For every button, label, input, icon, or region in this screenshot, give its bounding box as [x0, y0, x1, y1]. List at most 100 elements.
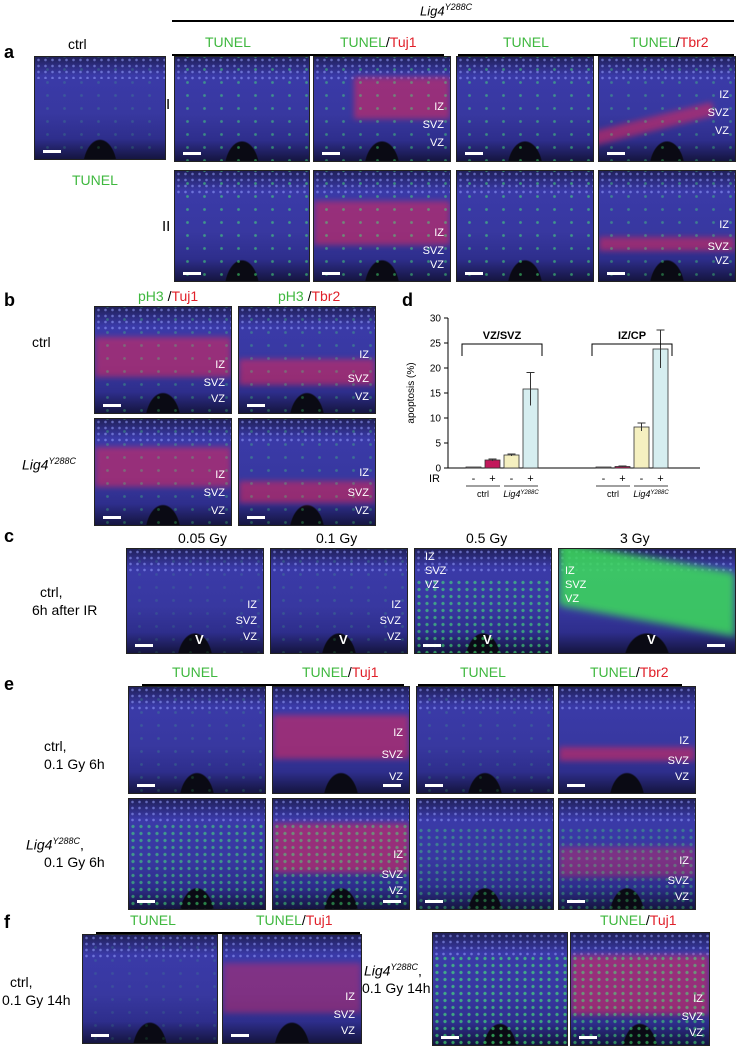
zone-svz: SVZ: [667, 875, 689, 887]
y-tick-label-4: 20: [430, 364, 442, 375]
zone-iz: IZ: [345, 991, 355, 1003]
zone-vz: VZ: [714, 255, 729, 267]
panel-e-line-right: [418, 684, 682, 686]
chart-svg: 0 5 10 15 20 25 30 apoptosis (%) - + - + VZ/SVZ ctrl L…: [406, 314, 700, 499]
zone-iz: IZ: [693, 993, 703, 1005]
genotype-title-line: [172, 20, 734, 22]
group-lig4-label-1: Lig4Y288C: [633, 489, 669, 499]
zone-iz: IZ: [391, 599, 401, 611]
panel-c-dose-2: 0.1 Gy: [316, 530, 358, 546]
panel-f-row2-l1-sup: Y288C: [390, 962, 418, 972]
panel-b-ctrl-ph3-tbr2: IZ SVZ VZ: [238, 306, 376, 414]
zone-vz: VZ: [429, 137, 444, 149]
genotype-title: Lig4Y288C: [420, 2, 472, 18]
panel-b-row-1: ctrl: [32, 334, 51, 350]
zone-vz: VZ: [386, 631, 401, 643]
panel-e-row2-l1-sup: Y288C: [52, 836, 80, 846]
panel-e-ctrl-tunel: [128, 686, 266, 794]
panel-a-ctrl-image: [34, 56, 166, 160]
genotype-title-sup: Y288C: [444, 2, 473, 12]
zone-svz: SVZ: [379, 615, 401, 627]
panel-e-lig4-tunel: [128, 798, 266, 910]
bar-0-2: [503, 454, 520, 469]
panel-b-col-2-g: pH3: [278, 288, 304, 304]
panel-a-col-tunel-2: TUNEL: [503, 34, 549, 50]
bracket-0: [461, 343, 543, 356]
panel-a-col-tunel-1: TUNEL: [205, 34, 251, 50]
ir-label: IR: [429, 473, 440, 485]
group-ctrl-label-0: ctrl: [477, 489, 489, 499]
panel-f-lig4-tunel: [432, 932, 568, 1046]
zone-svz: SVZ: [203, 377, 225, 389]
panel-e-col-tunel-tbr2-g: TUNEL: [590, 664, 636, 680]
ventricle-label: V: [483, 632, 492, 647]
zone-vz: VZ: [354, 505, 369, 517]
panel-e-col-tunel-tuj1: TUNEL/Tuj1: [302, 664, 379, 680]
ir-sign-0-1: +: [489, 473, 495, 485]
panel-f-col-tunel-tuj1-g: TUNEL: [256, 912, 302, 928]
y-tick-label-2: 10: [430, 414, 442, 425]
panel-c-row-label-1: ctrl,: [40, 584, 63, 600]
zone-iz: IZ: [434, 227, 444, 239]
zone-iz: IZ: [719, 89, 729, 101]
ir-sign-0-2: -: [510, 473, 514, 485]
zone-vz: VZ: [388, 885, 403, 897]
panel-a-col-tunel-tuj1-g: TUNEL: [340, 34, 386, 50]
panel-c-letter: c: [4, 526, 15, 546]
panel-b-ctrl-ph3-tuj1: IZ SVZ VZ: [94, 306, 232, 414]
group-lig4-label-0: Lig4Y288C: [503, 489, 539, 499]
ventricle-label: V: [195, 632, 204, 647]
panel-f-line-left: [96, 932, 360, 934]
ir-sign-0-3: +: [527, 473, 533, 485]
panel-b-col-2-r: Tbr2: [311, 288, 341, 304]
zone-vz: VZ: [674, 891, 689, 903]
zone-vz: VZ: [210, 505, 225, 517]
panel-e-row1-l1: ctrl,: [44, 738, 67, 754]
zone-iz: IZ: [565, 565, 575, 577]
y-axis-label: apoptosis (%): [406, 362, 417, 423]
zone-vz: VZ: [425, 579, 440, 591]
group-lig4-sup-0: Y288C: [520, 490, 539, 496]
panel-c-img-1: IZ SVZ VZ V: [126, 548, 264, 654]
zone-iz: IZ: [425, 551, 435, 563]
panel-a-r1-tunel-b: [456, 56, 594, 162]
panel-c-img-3: IZ SVZ VZ V: [414, 548, 552, 654]
panel-e-row2-l2: 0.1 Gy 6h: [44, 854, 105, 870]
ir-sign-1-1: +: [619, 473, 625, 485]
panel-a-r2-tunel: [174, 170, 310, 282]
zone-svz: SVZ: [667, 755, 689, 767]
zone-iz: IZ: [393, 727, 403, 739]
panel-b-row-2: Lig4Y288C: [22, 456, 76, 473]
panel-e-lig4-tunel-tuj1: IZ SVZ VZ: [272, 798, 410, 910]
panel-f-row1-l1: ctrl,: [10, 974, 33, 990]
panel-b-lig4-ph3-tbr2: IZ SVZ VZ: [238, 418, 376, 526]
panel-c-dose-1: 0.05 Gy: [178, 530, 228, 546]
zone-iz: IZ: [359, 349, 369, 361]
panel-e-line-left: [142, 684, 404, 686]
zone-vz: VZ: [565, 593, 580, 605]
zone-vz: VZ: [242, 631, 257, 643]
bar-0-0: [465, 466, 482, 469]
panel-d-letter: d: [402, 290, 413, 310]
zone-svz: SVZ: [565, 579, 587, 591]
panel-a-letter: a: [4, 42, 15, 62]
panel-a-col-tunel-tbr2: TUNEL/Tbr2: [630, 34, 709, 50]
panel-e-col-tunel-tbr2-r: Tbr2: [639, 664, 669, 680]
ir-sign-1-0: -: [602, 473, 606, 485]
genotype-title-base: Lig4: [420, 3, 445, 19]
y-tick-label-0: 0: [435, 464, 441, 475]
y-tick-label-5: 25: [430, 339, 442, 350]
panel-a-line-left: [172, 54, 444, 56]
panel-a-r2-tunel-tuj1: IZ SVZ VZ: [313, 170, 451, 282]
panel-e-row2-l1: Lig4Y288C,: [26, 836, 84, 853]
zone-iz: IZ: [359, 467, 369, 479]
panel-e-ctrl-tunel-tuj1: IZ SVZ VZ: [272, 686, 410, 794]
zone-vz: VZ: [354, 391, 369, 403]
zone-svz: SVZ: [707, 241, 729, 253]
panel-a-r1-tunel-tbr2: IZ SVZ VZ: [598, 56, 736, 162]
panel-f-row2-l1: Lig4Y288C,: [364, 962, 422, 979]
panel-b-col-1: pH3 /Tuj1: [138, 288, 199, 304]
bar-0-1: [484, 459, 501, 469]
zone-vz: VZ: [429, 259, 444, 271]
bar-1-0: [595, 466, 612, 469]
